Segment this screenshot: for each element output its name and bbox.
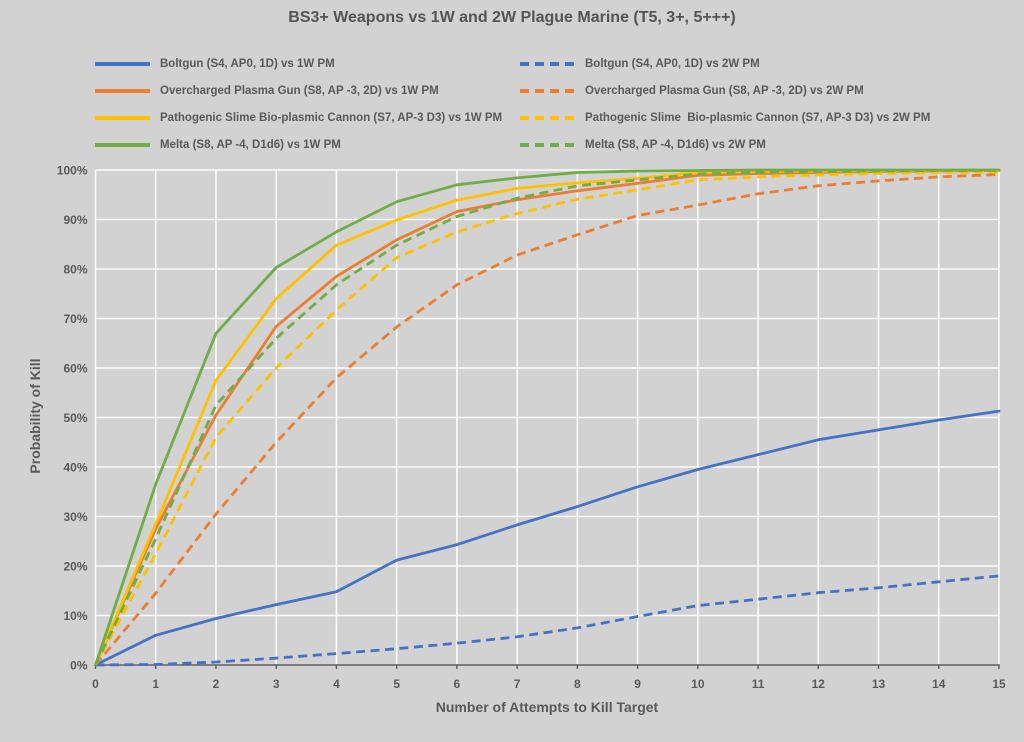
legend-line-cannon-1w-swatch bbox=[95, 115, 150, 120]
legend-label: Boltgun (S4, AP0, 1D) vs 1W PM bbox=[160, 57, 335, 70]
svg-text:30%: 30% bbox=[63, 510, 87, 524]
legend-item-boltgun-1w: Boltgun (S4, AP0, 1D) vs 1W PM bbox=[95, 50, 520, 77]
svg-text:12: 12 bbox=[812, 677, 826, 691]
svg-text:70%: 70% bbox=[63, 312, 87, 326]
svg-text:8: 8 bbox=[574, 677, 581, 691]
svg-text:0: 0 bbox=[92, 677, 99, 691]
svg-text:14: 14 bbox=[932, 677, 946, 691]
svg-text:15: 15 bbox=[992, 677, 1006, 691]
legend-item-cannon-1w: Pathogenic Slime Bio-plasmic Cannon (S7,… bbox=[95, 104, 520, 131]
series-line-5 bbox=[94, 170, 1000, 666]
svg-text:11: 11 bbox=[752, 677, 765, 691]
svg-text:60%: 60% bbox=[63, 362, 87, 376]
legend-item-plasma-2w: Overcharged Plasma Gun (S8, AP -3, 2D) v… bbox=[520, 77, 945, 104]
svg-text:10: 10 bbox=[691, 677, 705, 691]
svg-text:6: 6 bbox=[454, 677, 461, 691]
svg-text:20%: 20% bbox=[63, 560, 87, 574]
svg-text:40%: 40% bbox=[63, 461, 87, 475]
legend-line-boltgun-1w-swatch bbox=[95, 61, 150, 66]
svg-text:50%: 50% bbox=[63, 411, 87, 425]
svg-text:100%: 100% bbox=[57, 164, 88, 178]
series-line-0 bbox=[94, 409, 1001, 667]
legend-line-melta-1w-swatch bbox=[95, 142, 150, 147]
legend-item-cannon-2w: Pathogenic Slime Bio-plasmic Cannon (S7,… bbox=[520, 104, 945, 131]
legend-label: Melta (S8, AP -4, D1d6) vs 1W PM bbox=[160, 138, 341, 151]
legend-label: Pathogenic Slime Bio-plasmic Cannon (S7,… bbox=[585, 111, 931, 124]
svg-text:9: 9 bbox=[634, 677, 641, 691]
legend-line-plasma-2w-swatch bbox=[520, 88, 575, 93]
legend: Boltgun (S4, AP0, 1D) vs 1W PM Boltgun (… bbox=[95, 50, 945, 158]
y-axis-title: Probability of Kill bbox=[27, 358, 43, 474]
x-axis-title: Number of Attempts to Kill Target bbox=[435, 699, 659, 715]
x-tick-labels: 0 1 2 3 4 5 6 7 8 9 10 11 12 13 14 15 bbox=[92, 677, 1006, 691]
x-axis bbox=[94, 664, 1000, 669]
legend-label: Pathogenic Slime Bio-plasmic Cannon (S7,… bbox=[160, 111, 503, 124]
legend-line-plasma-1w-swatch bbox=[95, 88, 150, 93]
svg-text:90%: 90% bbox=[63, 213, 87, 227]
svg-text:1: 1 bbox=[152, 677, 159, 691]
svg-text:5: 5 bbox=[393, 677, 400, 691]
y-tick-labels: 0% 10% 20% 30% 40% 50% 60% 70% 80% 90% 100% bbox=[57, 164, 88, 673]
legend-label: Boltgun (S4, AP0, 1D) vs 2W PM bbox=[585, 57, 760, 70]
series-line-1 bbox=[95, 574, 1000, 667]
legend-line-cannon-2w-swatch bbox=[520, 115, 575, 120]
svg-text:0%: 0% bbox=[70, 659, 88, 673]
legend-label: Melta (S8, AP -4, D1d6) vs 2W PM bbox=[585, 138, 766, 151]
series-lines bbox=[94, 168, 1001, 667]
legend-item-melta-2w: Melta (S8, AP -4, D1d6) vs 2W PM bbox=[520, 131, 945, 158]
legend-item-boltgun-2w: Boltgun (S4, AP0, 1D) vs 2W PM bbox=[520, 50, 945, 77]
series-line-7 bbox=[94, 169, 999, 666]
legend-item-plasma-1w: Overcharged Plasma Gun (S8, AP -3, 2D) v… bbox=[95, 77, 520, 104]
svg-text:3: 3 bbox=[273, 677, 280, 691]
series-line-3 bbox=[94, 173, 1000, 666]
chart-title: BS3+ Weapons vs 1W and 2W Plague Marine … bbox=[288, 9, 736, 26]
legend-line-boltgun-2w-swatch bbox=[520, 61, 575, 66]
svg-text:80%: 80% bbox=[63, 263, 87, 277]
legend-line-melta-2w-swatch bbox=[520, 142, 575, 147]
svg-text:7: 7 bbox=[514, 677, 521, 691]
svg-text:10%: 10% bbox=[63, 609, 87, 623]
svg-text:4: 4 bbox=[333, 677, 340, 691]
legend-item-melta-1w: Melta (S8, AP -4, D1d6) vs 1W PM bbox=[95, 131, 520, 158]
legend-label: Overcharged Plasma Gun (S8, AP -3, 2D) v… bbox=[160, 84, 439, 97]
legend-label: Overcharged Plasma Gun (S8, AP -3, 2D) v… bbox=[585, 84, 864, 97]
svg-text:13: 13 bbox=[872, 677, 886, 691]
svg-text:2: 2 bbox=[213, 677, 220, 691]
